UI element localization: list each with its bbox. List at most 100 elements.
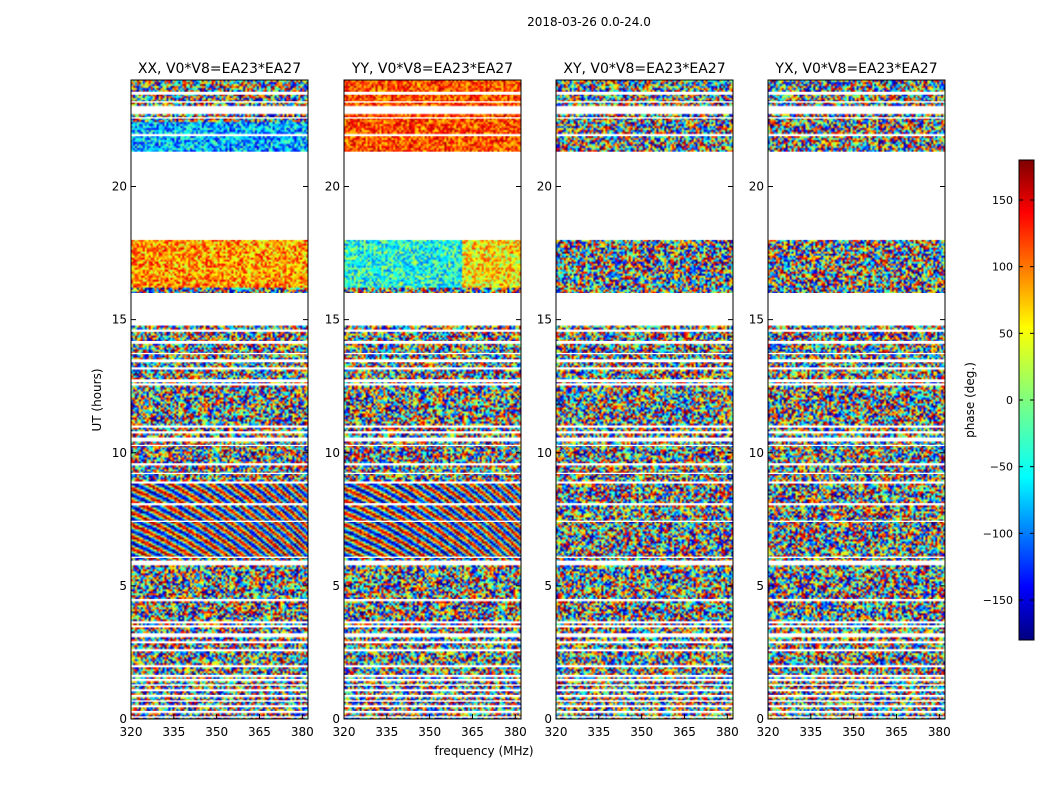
panel-yx-data-gap bbox=[768, 463, 945, 465]
panel-yx-data-gap bbox=[768, 431, 945, 433]
panel-xy-data-gap bbox=[556, 716, 733, 718]
panel-yy-data-gap bbox=[344, 700, 521, 702]
panel-xx-xtick-label: 335 bbox=[162, 725, 185, 739]
panel-xy-data-gap bbox=[556, 438, 733, 441]
panel-xx-data-gap bbox=[131, 711, 308, 713]
colorbar-ticks: −150 −100 −50 0 50 100 150 bbox=[983, 194, 1034, 607]
panel-xx-data-gap bbox=[131, 330, 308, 332]
colorbar-tick-label: −50 bbox=[990, 461, 1013, 474]
panel-yx-data-gap bbox=[768, 695, 945, 697]
panel-xy-data-gap bbox=[556, 633, 733, 637]
panel-xx-data-gap bbox=[131, 426, 308, 428]
panel-xx-data-gap bbox=[131, 438, 308, 441]
panel-xy-data-gap bbox=[556, 675, 733, 677]
panel-yx-data-gap bbox=[768, 444, 945, 447]
panel-xx-xtick-label: 365 bbox=[248, 725, 271, 739]
panel-xy-data-gap bbox=[556, 665, 733, 668]
panel-yy-ytick-label: 5 bbox=[332, 579, 340, 593]
panel-yy-xtick-label: 335 bbox=[375, 725, 398, 739]
panel-xx-data-gap bbox=[131, 101, 308, 103]
panel-yx-ytick-label: 5 bbox=[756, 579, 764, 593]
panel-yy-xtick-label: 320 bbox=[333, 725, 356, 739]
x-axis-label: frequency (MHz) bbox=[434, 744, 533, 758]
panel-yy-data-gap bbox=[344, 134, 521, 136]
panel-xy-data-gap bbox=[556, 689, 733, 692]
panel-yy-data-gap bbox=[344, 117, 521, 119]
panel-yx-data-gap bbox=[768, 684, 945, 686]
panel-xx-data-gap bbox=[131, 556, 308, 558]
panel-yx-data-gap bbox=[768, 101, 945, 103]
panel-xx-data-gap bbox=[131, 705, 308, 708]
panel-yx-data-gap bbox=[768, 106, 945, 114]
panel-xx-data-gap bbox=[131, 444, 308, 447]
panel-xx-data-gap bbox=[131, 379, 308, 383]
panel-yx-data-gap bbox=[768, 700, 945, 702]
panel-yy-data-gap bbox=[344, 556, 521, 558]
panel-yx-xtick-label: 350 bbox=[842, 725, 865, 739]
panel-xx-data-gap bbox=[131, 665, 308, 668]
panel-xx-data-gap bbox=[131, 503, 308, 505]
colorbar: −150 −100 −50 0 50 100 150 phase (deg.) bbox=[963, 159, 1035, 641]
panel-yy-data-gap bbox=[344, 689, 521, 692]
panel-xx-data-gap bbox=[131, 151, 308, 240]
panel-yx-data-gap bbox=[768, 379, 945, 383]
panel-yy-data-gap bbox=[344, 472, 521, 475]
panel-yx-data-gap bbox=[768, 482, 945, 484]
panel-yy-data-gap bbox=[344, 625, 521, 628]
panel-xx-data-gap bbox=[131, 106, 308, 114]
panel-yy-data-gap bbox=[344, 101, 521, 103]
panel-yx-data-gap bbox=[768, 383, 945, 385]
panel-xy-data-gap bbox=[556, 340, 733, 344]
panel-yy-data-gap bbox=[344, 463, 521, 465]
panel-yy-data-gap bbox=[344, 379, 521, 383]
panel-xx-data-gap bbox=[131, 340, 308, 344]
panel-yy-ytick-label: 15 bbox=[325, 313, 340, 327]
panel-xx-xtick-label: 380 bbox=[291, 725, 314, 739]
panel-yx-data-gap bbox=[768, 134, 945, 136]
panel-yy-xtick-label: 365 bbox=[461, 725, 484, 739]
panel-yx-data-gap bbox=[768, 711, 945, 713]
panel-yy-data-gap bbox=[344, 383, 521, 385]
panel-yx-xtick-label: 380 bbox=[928, 725, 951, 739]
panel-yx: YX, V0*V8=EA23*EA27 0 5 10 15 20 320 335 350 365 3… bbox=[749, 61, 951, 739]
panel-xy-ytick-label: 15 bbox=[537, 313, 552, 327]
panel-xy: XY, V0*V8=EA23*EA27 0 5 10 15 20 320 335 350 365 3… bbox=[537, 61, 739, 739]
panel-yy-xtick-label: 380 bbox=[504, 725, 527, 739]
panel-yx-xtick-label: 320 bbox=[757, 725, 780, 739]
colorbar-label: phase (deg.) bbox=[963, 362, 977, 438]
panel-xx-ytick-label: 20 bbox=[112, 180, 127, 194]
panel-yx-data-gap bbox=[768, 633, 945, 637]
panel-xy-data-gap bbox=[556, 599, 733, 601]
panel-xx-data-gap bbox=[131, 520, 308, 522]
panel-yy-data-gap bbox=[344, 359, 521, 363]
panel-xx-data-gap bbox=[131, 689, 308, 692]
panel-xy-data-gap bbox=[556, 151, 733, 240]
panel-yx-data-gap bbox=[768, 625, 945, 628]
panel-yx-data-gap bbox=[768, 503, 945, 505]
panel-yy-ytick-label: 20 bbox=[325, 180, 340, 194]
panel-yx-title: YX, V0*V8=EA23*EA27 bbox=[774, 61, 937, 77]
panel-yx-data-gap bbox=[768, 472, 945, 475]
panel-xy-frame bbox=[555, 79, 734, 720]
y-axis-label: UT (hours) bbox=[90, 368, 104, 431]
panel-xy-data-gap bbox=[556, 560, 733, 565]
panel-yx-ytick-label: 20 bbox=[749, 180, 764, 194]
panel-yy-data-gap bbox=[344, 91, 521, 95]
panel-yy-data-gap bbox=[344, 695, 521, 697]
panel-yx-data-gap bbox=[768, 520, 945, 522]
panel-yx-data-gap bbox=[768, 293, 945, 325]
panel-xx-ytick-label: 15 bbox=[112, 313, 127, 327]
panel-xx-data-gap bbox=[131, 352, 308, 355]
panel-yx-ytick-label: 15 bbox=[749, 313, 764, 327]
panel-xy-ytick-label: 10 bbox=[537, 446, 552, 460]
panel-yx-data-gap bbox=[768, 340, 945, 344]
panel-yy-data-gap bbox=[344, 151, 521, 240]
panel-yx-xtick-label: 365 bbox=[885, 725, 908, 739]
panel-xx-data-gap bbox=[131, 463, 308, 465]
panel-xy-data-gap bbox=[556, 649, 733, 652]
panel-xx: XX, V0*V8=EA23*EA27 0 5 10 15 20 320 335 350 365 3… bbox=[112, 61, 314, 739]
panel-xy-data-gap bbox=[556, 359, 733, 363]
panel-xy-ytick-label: 5 bbox=[544, 579, 552, 593]
panel-xx-data-gap bbox=[131, 641, 308, 644]
panel-yy-data-gap bbox=[344, 560, 521, 565]
